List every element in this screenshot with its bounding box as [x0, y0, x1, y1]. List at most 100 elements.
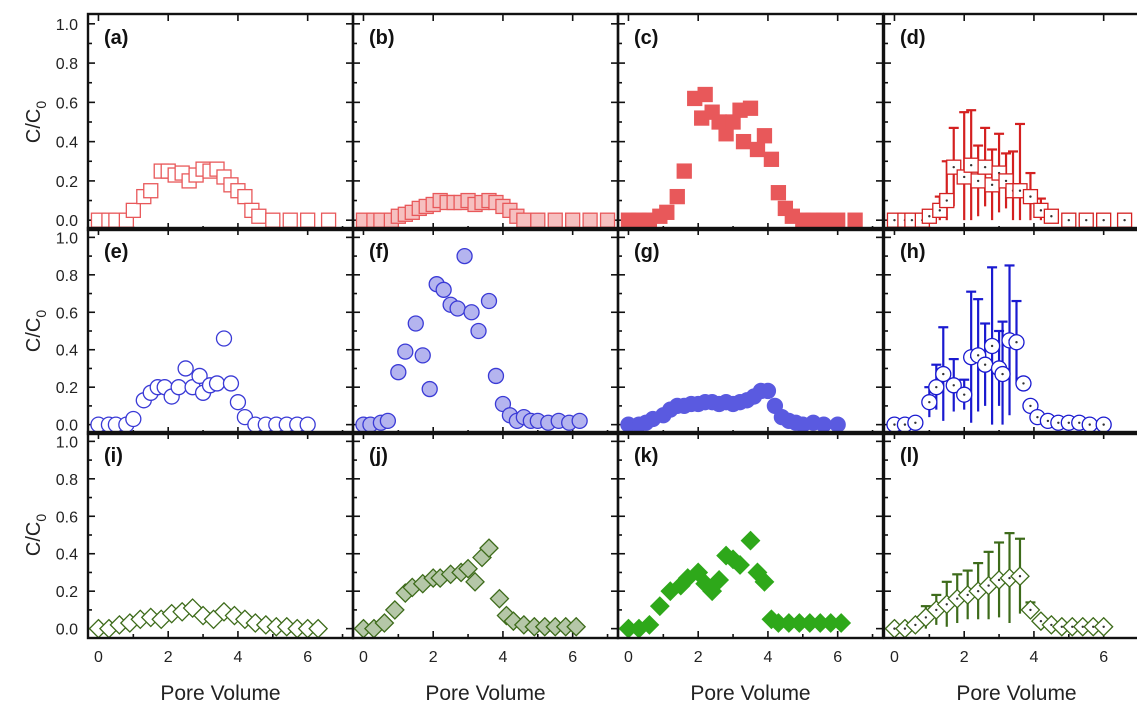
data-point-center-dot: [976, 179, 980, 183]
data-point-center-dot: [962, 393, 966, 396]
data-point-center-dot: [1029, 404, 1032, 408]
data-point-center-dot: [1067, 421, 1071, 424]
data-point: [390, 364, 407, 381]
data-point-center-dot: [1018, 575, 1022, 578]
x-tick-label: 4: [1029, 649, 1038, 666]
data-point: [582, 212, 598, 228]
panel-label: (g): [634, 241, 660, 263]
data-point-center-dot: [893, 423, 896, 426]
panel-a: (a) 0.0 0.2 0.4 0.6 0.8 1.0: [56, 12, 355, 232]
y-tick-label: 0.6: [56, 509, 78, 526]
data-point-center-dot: [966, 593, 969, 597]
data-point-center-dot: [1123, 218, 1126, 222]
panel-label: (l): [900, 445, 919, 467]
y-tick-label: 0.4: [56, 547, 78, 564]
data-point: [125, 410, 142, 428]
data-point: [251, 208, 267, 224]
data-point: [374, 613, 395, 633]
data-point-center-dot: [893, 627, 896, 630]
data-point: [759, 382, 777, 400]
data-point: [435, 281, 452, 298]
data-point: [191, 367, 208, 385]
data-point-center-dot: [1102, 625, 1105, 628]
data-point-center-dot: [1039, 619, 1043, 623]
data-point: [754, 571, 775, 592]
data-point-center-dot: [976, 354, 980, 357]
panel-f: (f): [351, 226, 620, 436]
data-point: [456, 247, 473, 265]
x-tick-label: 4: [498, 649, 507, 666]
data-point-center-dot: [997, 578, 1001, 582]
data-point: [222, 375, 240, 392]
panel-label: (j): [369, 445, 388, 467]
panel-label: (h): [900, 241, 926, 263]
data-point: [384, 599, 405, 620]
y-tick-label: 0.6: [56, 95, 78, 112]
data-point: [816, 212, 832, 228]
y-tick-label: 0.2: [56, 174, 78, 191]
data-point-center-dot: [945, 603, 948, 606]
panel-label: (d): [900, 27, 926, 49]
data-point-center-dot: [990, 344, 994, 348]
series-markers: [88, 598, 329, 639]
data-point: [659, 204, 675, 220]
panel-d: (d): [882, 12, 1137, 232]
series-markers: [355, 247, 588, 433]
x-tick-label: 4: [763, 649, 772, 666]
data-point: [756, 128, 773, 144]
data-point: [300, 212, 316, 228]
panel-c: (c): [616, 12, 885, 232]
x-axis-label: Pore Volume: [425, 682, 545, 705]
x-tick-label: 2: [164, 649, 173, 666]
y-tick-label: 0.8: [56, 268, 78, 285]
data-point: [177, 360, 194, 377]
data-point-center-dot: [1001, 372, 1004, 376]
x-tick-label: 2: [960, 649, 969, 666]
data-point: [639, 614, 660, 635]
data-point-center-dot: [1029, 608, 1032, 612]
x-axis-label: Pore Volume: [956, 682, 1076, 705]
data-point: [170, 379, 187, 396]
data-point-center-dot: [1022, 382, 1025, 385]
x-tick-label: 0: [359, 649, 368, 666]
x-tick-label: 6: [833, 649, 842, 666]
series-markers: [884, 566, 1114, 639]
series-markers: [90, 161, 337, 228]
panel-label: (c): [634, 27, 658, 49]
panel-b: (b): [351, 12, 620, 232]
data-point-center-dot: [1081, 625, 1084, 628]
series-markers: [618, 530, 852, 639]
x-tick-label: 0: [624, 649, 633, 666]
data-point: [397, 343, 414, 360]
series-markers: [620, 86, 863, 228]
data-point: [730, 555, 750, 575]
panel-label: (k): [634, 445, 658, 467]
data-point: [530, 212, 546, 228]
data-point-center-dot: [1088, 423, 1091, 426]
panel-label: (b): [369, 27, 395, 49]
data-point-center-dot: [942, 372, 945, 376]
data-point-center-dot: [1039, 209, 1043, 212]
data-point: [463, 304, 480, 321]
data-point-center-dot: [893, 218, 896, 222]
data-point: [829, 416, 846, 433]
data-point-center-dot: [903, 423, 907, 426]
data-point-center-dot: [1029, 195, 1032, 198]
data-point-center-dot: [1015, 341, 1018, 344]
data-point-center-dot: [990, 183, 994, 187]
data-point-center-dot: [987, 584, 990, 587]
panel-label: (i): [104, 445, 123, 467]
data-point-center-dot: [962, 175, 966, 179]
data-point-center-dot: [1078, 421, 1081, 424]
data-point-center-dot: [938, 209, 941, 212]
data-point: [470, 322, 487, 340]
data-point: [208, 375, 226, 392]
y-tick-label: 0.8: [56, 472, 78, 489]
y-axis-label: C/C0: [23, 101, 49, 143]
data-point: [414, 347, 431, 364]
series-markers: [886, 332, 1112, 433]
panel-i: (i) 0.0 0.2 0.4 0.6 0.8 1.0 0 2 4 6: [56, 430, 355, 666]
data-point-center-dot: [1102, 423, 1105, 426]
data-point: [379, 412, 397, 430]
